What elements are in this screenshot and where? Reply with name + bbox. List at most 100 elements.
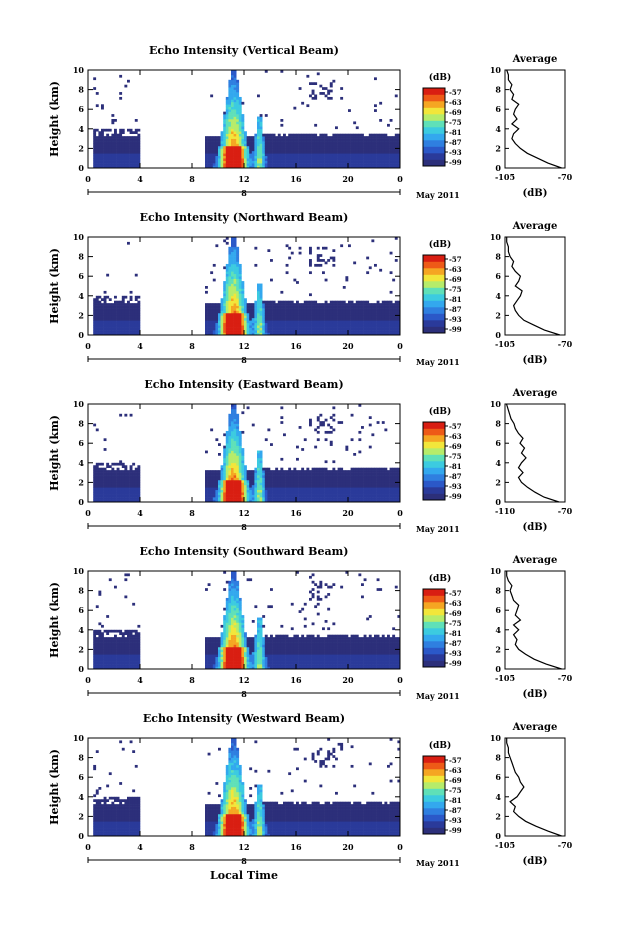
heatmap-cell xyxy=(254,158,258,161)
heatmap-cell xyxy=(108,484,112,488)
average-unit: (dB) xyxy=(523,355,548,366)
heatmap-cell xyxy=(384,138,388,142)
heatmap-cell xyxy=(329,494,333,498)
heatmap-cell xyxy=(371,155,375,159)
heatmap-cell xyxy=(311,308,315,311)
heatmap-cell xyxy=(303,479,307,483)
heatmap-cell xyxy=(134,119,138,122)
heatmap-cell xyxy=(231,114,234,117)
heatmap-cell xyxy=(101,477,104,481)
heatmap-cell xyxy=(205,325,208,328)
heatmap-cell xyxy=(332,327,336,331)
heatmap-cell xyxy=(134,322,138,326)
heatmap-cell xyxy=(246,303,250,306)
heatmap-cell xyxy=(257,300,260,304)
heatmap-cell xyxy=(137,487,141,491)
heatmap-cell xyxy=(116,484,120,488)
heatmap-cell xyxy=(95,497,99,500)
heatmap-cell xyxy=(392,467,396,471)
heatmap-cell xyxy=(350,145,354,149)
heatmap-cell xyxy=(379,133,383,137)
heatmap-cell xyxy=(329,305,333,309)
heatmap-cell xyxy=(288,138,292,142)
heatmap-cell xyxy=(319,332,323,336)
heatmap-cell xyxy=(327,482,331,486)
heatmap-cell xyxy=(293,136,297,139)
heatmap-cell xyxy=(293,499,297,503)
heatmap-cell xyxy=(116,141,120,144)
heatmap-cell xyxy=(319,312,323,316)
heatmap-cell xyxy=(223,317,227,321)
heatmap-cell xyxy=(210,322,214,326)
heatmap-cell xyxy=(345,492,349,495)
x-tick-label: 0 xyxy=(397,174,403,184)
heatmap-cell xyxy=(236,489,240,493)
heatmap-cell xyxy=(246,475,250,478)
heatmap-cell xyxy=(238,295,242,299)
heatmap-cell xyxy=(114,332,117,336)
heatmap-cell xyxy=(394,145,398,149)
heatmap-cell xyxy=(93,639,97,643)
heatmap-cell xyxy=(236,288,240,292)
heatmap-cell xyxy=(121,315,125,319)
heatmap-cell xyxy=(231,72,234,76)
heatmap-cell xyxy=(342,303,346,306)
heatmap-cell xyxy=(218,453,221,456)
heatmap-cell xyxy=(275,315,279,319)
heatmap-cell xyxy=(238,448,242,451)
heatmap-cell xyxy=(340,320,344,324)
heatmap-cell xyxy=(368,148,372,152)
heatmap-cell xyxy=(238,271,242,275)
heatmap-cell xyxy=(132,312,136,316)
heatmap-cell xyxy=(225,121,229,125)
heatmap-cell xyxy=(238,273,242,277)
heatmap-cell xyxy=(207,148,211,152)
heatmap-cell xyxy=(228,312,232,316)
heatmap-cell xyxy=(106,659,110,662)
heatmap-cell xyxy=(238,131,242,134)
heatmap-cell xyxy=(319,163,323,166)
heatmap-cell xyxy=(254,332,258,336)
heatmap-cell xyxy=(119,484,123,488)
heatmap-cell xyxy=(121,158,125,161)
heatmap-cell xyxy=(223,303,227,306)
heatmap-cell xyxy=(223,239,227,243)
heatmap-cell xyxy=(332,259,336,262)
heatmap-cell xyxy=(207,482,211,486)
heatmap-cell xyxy=(108,649,112,653)
heatmap-cell xyxy=(267,249,271,252)
heatmap-cell xyxy=(249,492,253,495)
heatmap-cell xyxy=(389,494,393,498)
heatmap-cell xyxy=(342,133,346,137)
heatmap-cells xyxy=(93,404,401,503)
heatmap-cell xyxy=(275,138,279,142)
heatmap-cell xyxy=(267,428,271,432)
average-x-tick-label: -110 xyxy=(495,506,515,516)
heatmap-cell xyxy=(225,153,229,157)
heatmap-cell xyxy=(225,467,229,471)
heatmap-cell xyxy=(225,158,229,161)
heatmap-cell xyxy=(267,482,271,486)
heatmap-cell xyxy=(244,312,247,316)
heatmap-cell xyxy=(249,141,253,144)
heatmap-cell xyxy=(264,470,268,473)
heatmap-cell xyxy=(244,499,247,503)
heatmap-cell xyxy=(358,133,362,137)
heatmap-cell xyxy=(319,259,323,262)
heatmap-cell xyxy=(225,150,229,154)
heatmap-cell xyxy=(350,148,354,152)
heatmap-cell xyxy=(98,332,102,336)
heatmap-cell xyxy=(228,79,232,83)
heatmap-cell xyxy=(101,666,104,670)
heatmap-cell xyxy=(236,305,240,309)
heatmap-cell xyxy=(387,158,390,161)
heatmap-cell xyxy=(108,497,112,500)
heatmap-cell xyxy=(106,499,110,503)
heatmap-cell xyxy=(277,327,281,331)
heatmap-cell xyxy=(228,327,232,331)
heatmap-cell xyxy=(262,143,266,147)
heatmap-cell xyxy=(368,320,372,324)
heatmap-cell xyxy=(355,317,359,321)
heatmap-cell xyxy=(337,138,341,142)
heatmap-cell xyxy=(355,126,359,130)
